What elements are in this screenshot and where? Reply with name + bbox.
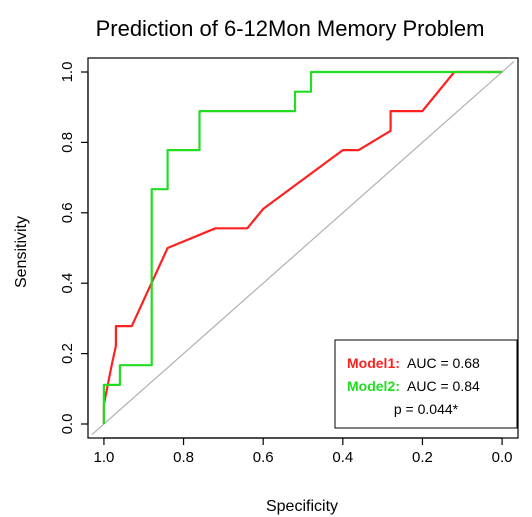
legend-box — [334, 339, 518, 429]
x-axis-label: Specificity — [266, 498, 338, 515]
legend-model2-name: Model2: — [347, 378, 400, 394]
y-tick-label: 0.4 — [59, 273, 76, 294]
legend-entry-model1: Model1: AUC = 0.68 — [347, 355, 480, 371]
series-line-model1 — [102, 70, 503, 424]
legend-p-value: p = 0.044* — [394, 401, 459, 417]
y-axis: 0.0 0.2 0.4 0.6 0.8 1.0 — [59, 62, 89, 435]
legend-model1-auc: AUC = 0.68 — [407, 355, 480, 371]
y-tick-label: 1.0 — [59, 62, 76, 83]
x-axis: 1.0 0.8 0.6 0.4 0.2 0.0 — [93, 437, 513, 466]
legend-model1-name: Model1: — [347, 355, 400, 371]
y-axis-label: Sensitivity — [13, 216, 30, 288]
legend-model2-auc: AUC = 0.84 — [407, 378, 480, 394]
y-tick-label: 0.2 — [59, 343, 76, 364]
y-tick-label: 0.6 — [59, 202, 76, 223]
chart-title: Prediction of 6-12Mon Memory Problem — [96, 16, 485, 41]
x-tick-label: 0.0 — [492, 449, 513, 466]
x-tick-label: 0.6 — [253, 449, 274, 466]
y-tick-label: 0.8 — [59, 132, 76, 153]
x-tick-label: 0.4 — [332, 449, 353, 466]
reference-diagonal-line — [91, 60, 515, 436]
legend-entry-model2: Model2: AUC = 0.84 — [347, 378, 480, 394]
series-line-model2 — [102, 70, 503, 424]
x-tick-label: 1.0 — [93, 449, 114, 466]
series-layer — [102, 70, 503, 424]
y-tick-label: 0.0 — [59, 414, 76, 435]
legend: Model1: AUC = 0.68 Model2: AUC = 0.84 p … — [334, 339, 518, 429]
x-tick-label: 0.8 — [173, 449, 194, 466]
x-tick-label: 0.2 — [412, 449, 433, 466]
